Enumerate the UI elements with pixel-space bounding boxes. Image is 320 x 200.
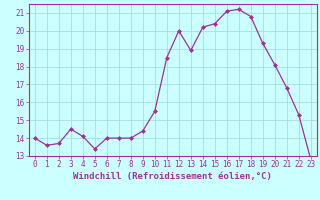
X-axis label: Windchill (Refroidissement éolien,°C): Windchill (Refroidissement éolien,°C) [73,172,272,181]
